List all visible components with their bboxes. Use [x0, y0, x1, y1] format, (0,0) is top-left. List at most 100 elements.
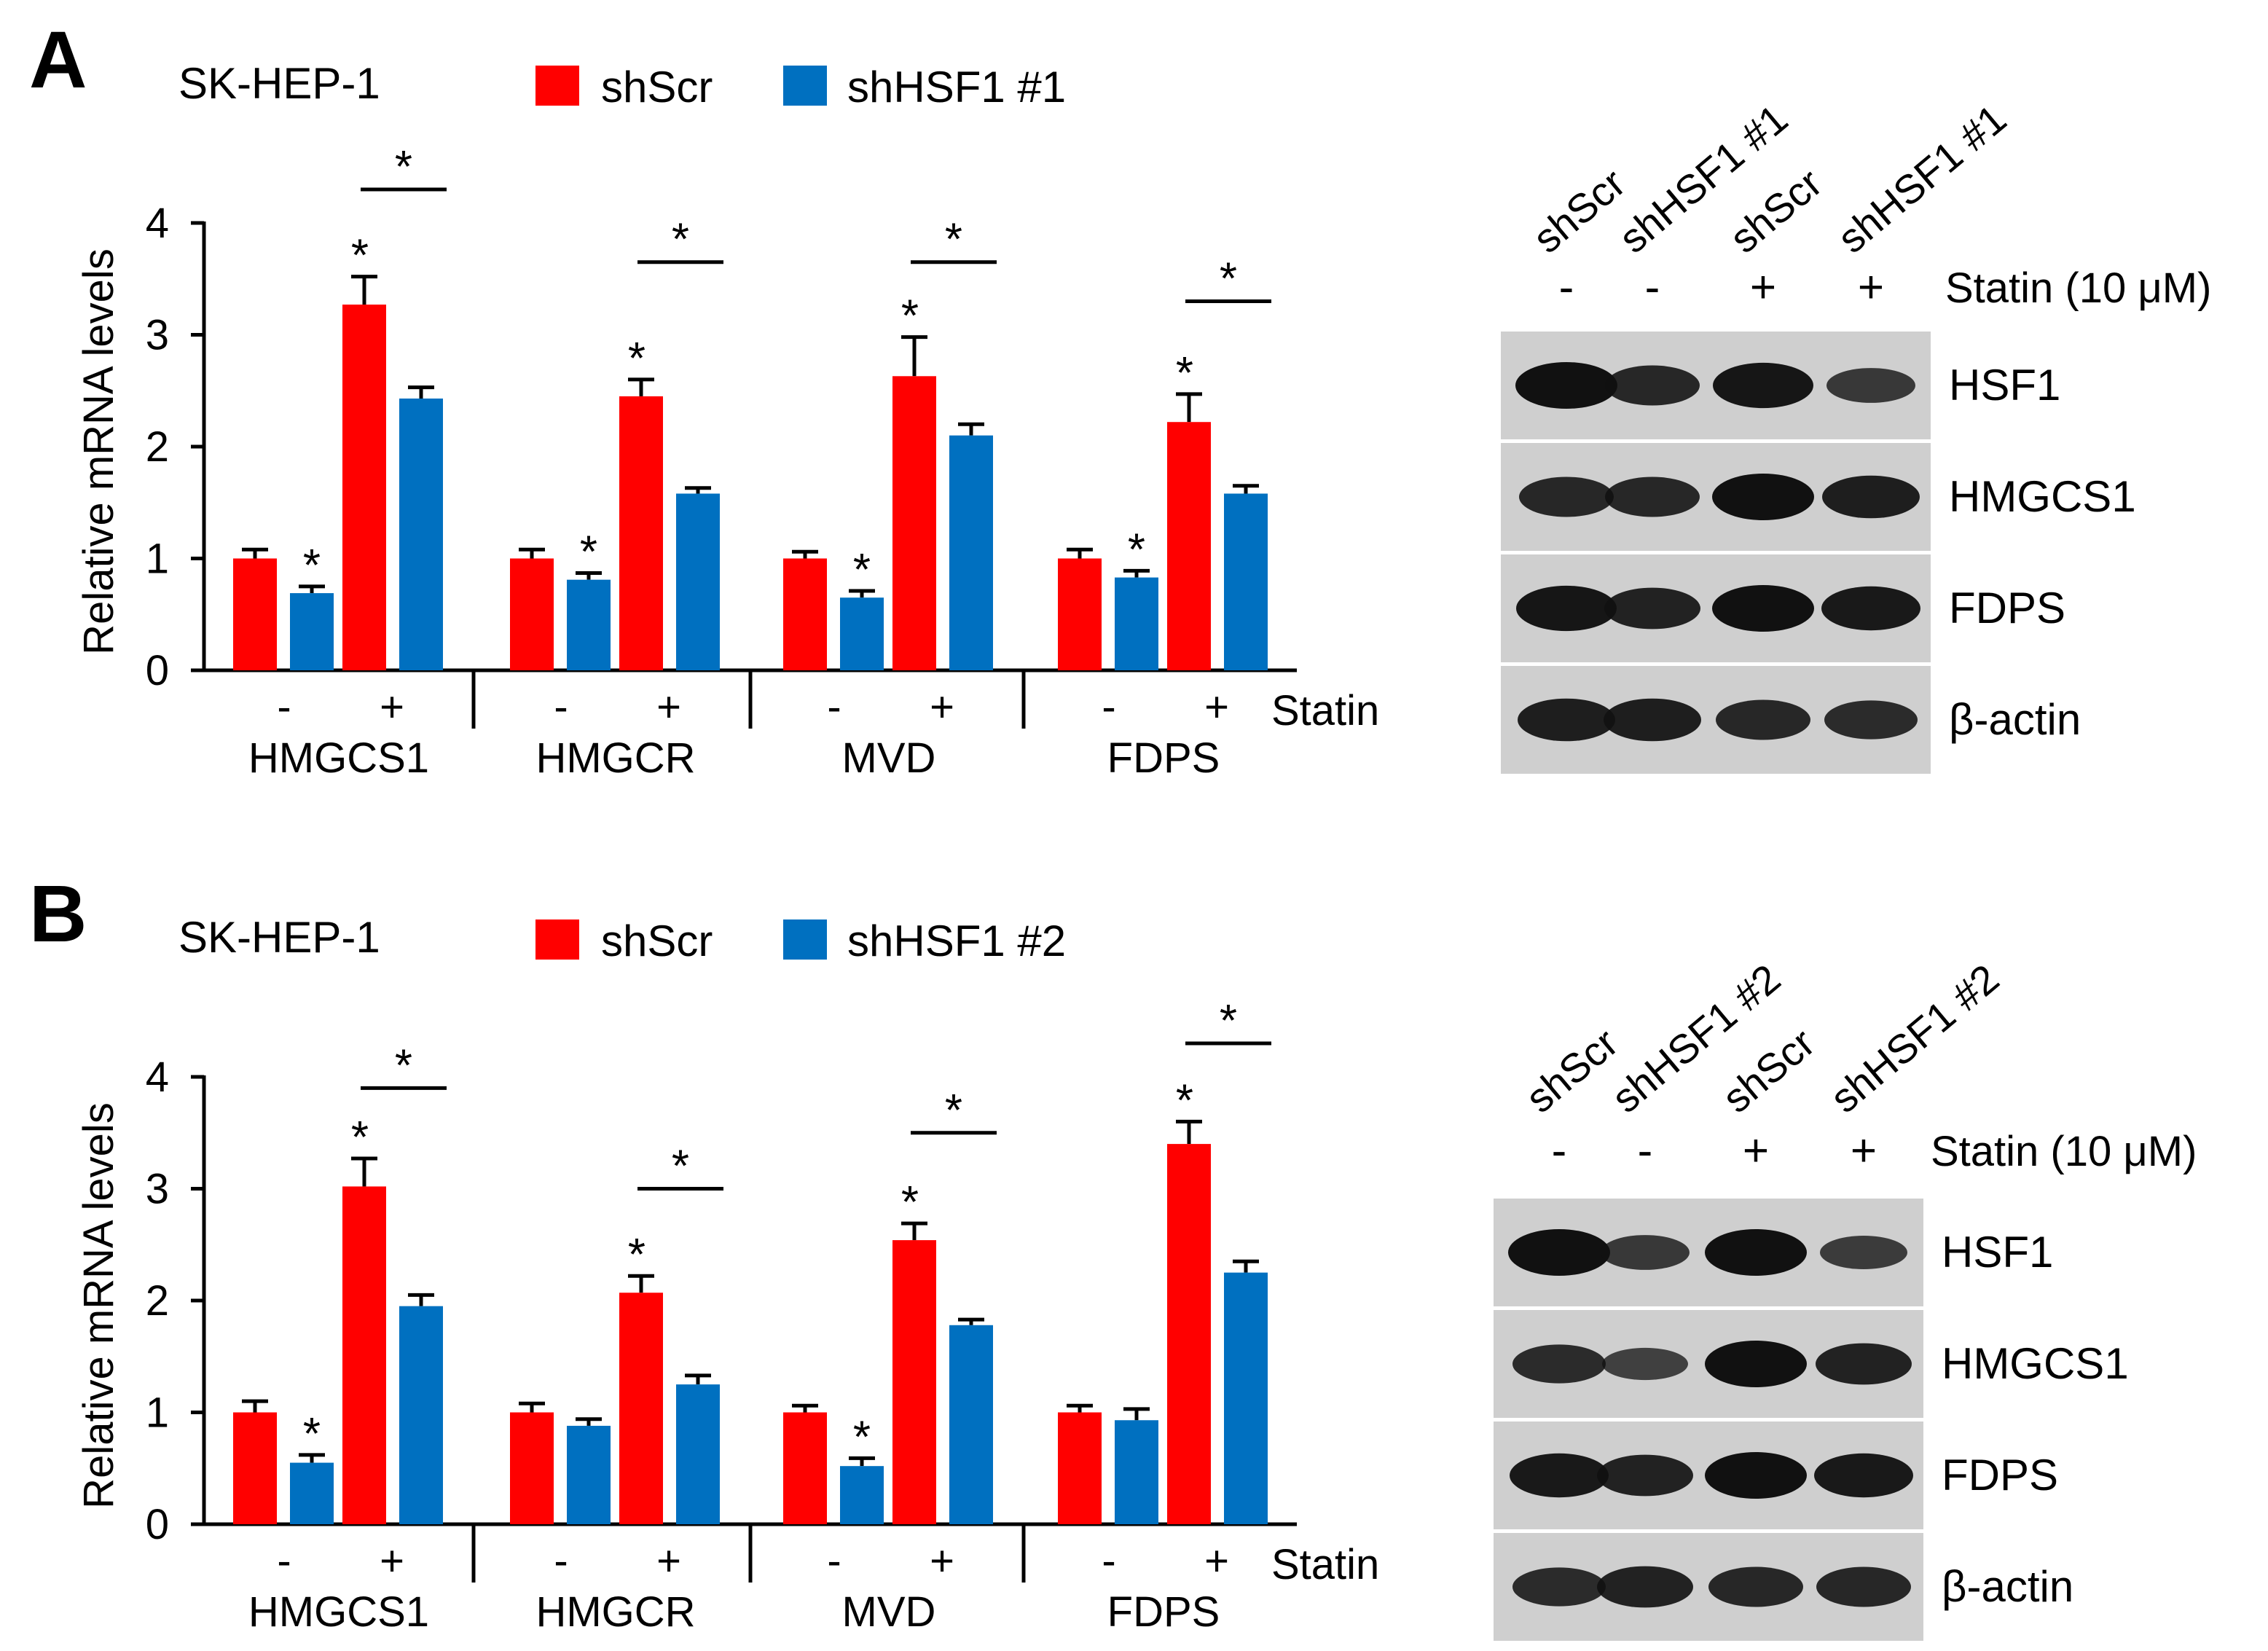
lane-label: shScr [1517, 1019, 1626, 1121]
category-label: FDPS [1107, 734, 1220, 782]
blot-band [1712, 585, 1814, 632]
significance-star: * [351, 231, 369, 281]
bar-shhsf1-statin-minus [1115, 1420, 1158, 1524]
blot-band [1605, 477, 1700, 517]
y-axis-label: Relative mRNA levels [75, 1102, 122, 1509]
blot-band [1705, 1341, 1807, 1387]
statin-mark: + [1750, 262, 1776, 313]
y-tick-label: 1 [146, 536, 169, 583]
treatment-plus: + [656, 683, 681, 731]
treatment-plus: + [380, 683, 404, 731]
blot-band [1814, 1453, 1913, 1498]
blot-band [1713, 362, 1813, 409]
significance-star: * [945, 1086, 962, 1136]
y-tick-label: 4 [146, 200, 169, 247]
protein-label: β-actin [1949, 695, 2081, 744]
cell-line-label: SK-HEP-1 [178, 59, 380, 108]
significance-star: * [853, 545, 871, 595]
legend-swatch-shhsf1 [783, 919, 827, 960]
treatment-minus: - [1102, 683, 1115, 731]
panel-label: B [29, 869, 87, 959]
treatment-minus: - [1102, 1537, 1115, 1585]
significance-star: * [1176, 348, 1193, 399]
blot-band [1519, 477, 1614, 517]
blot-band [1512, 1344, 1606, 1384]
treatment-plus: + [1204, 683, 1229, 731]
significance-star: * [672, 215, 689, 265]
bar-shscr-statin-minus [783, 558, 827, 670]
blot-band [1816, 1343, 1912, 1385]
blot-band [1816, 1566, 1911, 1607]
bar-shscr-statin-plus [619, 396, 663, 670]
bar-shhsf1-statin-plus [1224, 1272, 1268, 1524]
legend-swatch-shscr [535, 919, 579, 960]
statin-dose-label: Statin (10 μM) [1931, 1128, 2197, 1175]
bar-shhsf1-statin-plus [949, 435, 993, 670]
treatment-plus: + [656, 1537, 681, 1585]
blot-band [1822, 475, 1920, 519]
blot-band [1705, 1452, 1807, 1499]
bar-shhsf1-statin-minus [840, 1466, 884, 1524]
protein-label: FDPS [1949, 584, 2065, 632]
blot-band [1821, 586, 1920, 631]
bar-shscr-statin-minus [233, 558, 277, 670]
y-tick-label: 4 [146, 1054, 169, 1101]
statin-mark: - [1645, 262, 1660, 313]
category-label: FDPS [1107, 1588, 1220, 1636]
blot-band [1820, 1236, 1907, 1269]
significance-star: * [901, 1177, 919, 1228]
legend-label-shscr: shScr [601, 63, 713, 111]
blot-band [1705, 1229, 1807, 1276]
y-tick-label: 2 [146, 1277, 169, 1325]
lane-label: shHSF1 #2 [1821, 955, 2007, 1121]
legend-label-shhsf1: shHSF1 #1 [847, 63, 1066, 111]
significance-star: * [303, 1409, 321, 1459]
treatment-plus: + [380, 1537, 404, 1585]
treatment-plus: + [930, 683, 954, 731]
protein-label: β-actin [1942, 1562, 2073, 1611]
y-tick-label: 0 [146, 1501, 169, 1548]
y-tick-label: 1 [146, 1389, 169, 1437]
legend-swatch-shscr [535, 66, 579, 106]
legend-label-shscr: shScr [601, 917, 713, 965]
bar-shhsf1-statin-plus [949, 1325, 993, 1524]
significance-star: * [628, 1230, 646, 1280]
blot-band [1716, 699, 1810, 740]
y-tick-label: 0 [146, 647, 169, 694]
significance-star: * [945, 215, 962, 265]
protein-label: HSF1 [1942, 1228, 2053, 1277]
blot-band [1824, 700, 1918, 740]
treatment-plus: + [1204, 1537, 1229, 1585]
treatment-minus: - [827, 683, 841, 731]
protein-label: HSF1 [1949, 361, 2060, 409]
y-tick-label: 3 [146, 1166, 169, 1213]
legend-label-shhsf1: shHSF1 #2 [847, 917, 1066, 965]
treatment-plus: + [930, 1537, 954, 1585]
treatment-minus: - [554, 683, 568, 731]
blot-band [1515, 362, 1617, 409]
bar-shhsf1-statin-plus [399, 398, 443, 670]
bar-shhsf1-statin-plus [676, 1384, 720, 1524]
significance-star: * [1128, 525, 1145, 575]
blot-band [1604, 587, 1700, 630]
bar-shscr-statin-minus [233, 1412, 277, 1524]
treatment-minus: - [554, 1537, 568, 1585]
y-tick-label: 3 [146, 312, 169, 359]
significance-star: * [1220, 996, 1237, 1046]
bar-shscr-statin-plus [1167, 1144, 1211, 1524]
significance-star: * [901, 291, 919, 342]
bar-shscr-statin-minus [783, 1412, 827, 1524]
significance-star: * [395, 142, 412, 192]
bar-shhsf1-statin-minus [840, 597, 884, 670]
category-label: MVD [842, 734, 936, 782]
bar-shhsf1-statin-plus [676, 493, 720, 670]
blot-band [1826, 368, 1915, 403]
treatment-minus: - [277, 683, 291, 731]
bar-shhsf1-statin-minus [290, 1462, 334, 1524]
blot-band [1712, 474, 1814, 520]
category-label: HMGCS1 [248, 734, 429, 782]
statin-axis-label: Statin [1271, 687, 1379, 734]
bar-shscr-statin-plus [342, 1186, 386, 1524]
